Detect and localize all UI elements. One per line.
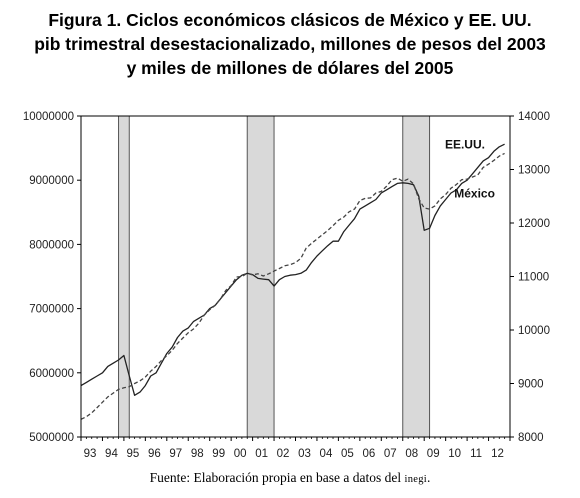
series-labels: EE.UU. México [445, 138, 495, 201]
figure-title-line-3: y miles de millones de dólares del 2005 [126, 58, 454, 78]
x-tick-label: 11 [470, 448, 482, 460]
y-right-tick-label: 11000 [518, 272, 549, 284]
y-right-tick-label: 12000 [518, 218, 550, 230]
x-tick-label: 10 [448, 448, 461, 460]
x-tick-label: 12 [491, 448, 504, 460]
figure-title-line-2: pib trimestral desestacionalizado, millo… [34, 34, 546, 54]
plot-frame [80, 115, 511, 438]
series-line-mexico [80, 143, 505, 396]
x-tick-label: 97 [169, 448, 182, 460]
x-tick-label: 03 [298, 448, 311, 460]
source-org: inegi [404, 474, 428, 485]
x-tick-label: 93 [84, 448, 97, 460]
x-tick-label: 96 [148, 448, 161, 460]
x-tick-label: 04 [320, 448, 333, 460]
x-axis-ticks: 93 94 95 96 97 98 99 00 01 02 03 04 05 06 07 08 09 10 11 12 [80, 437, 511, 460]
y-right-tick-label: 8000 [518, 432, 544, 444]
figure-source: Fuente: Elaboración propia en base a dat… [0, 470, 580, 486]
x-tick-label: 06 [362, 448, 375, 460]
y-left-tick-label: 9000000 [29, 175, 74, 187]
x-tick-label: 01 [255, 448, 268, 460]
figure-title-line-1: Figura 1. Ciclos económicos clásicos de … [48, 10, 532, 30]
x-tick-label: 99 [212, 448, 225, 460]
y-right-tick-label: 14000 [518, 111, 550, 123]
x-tick-label: 07 [384, 448, 397, 460]
y-right-tick-label: 13000 [518, 165, 550, 177]
x-tick-label: 00 [234, 448, 247, 460]
x-tick-label: 05 [341, 448, 354, 460]
y-axis-right: 8000 9000 10000 11000 12000 13000 14000 [510, 111, 550, 444]
x-tick-label: 98 [191, 448, 204, 460]
series-line-usa [80, 152, 505, 420]
x-tick-label: 08 [405, 448, 418, 460]
y-left-tick-label: 5000000 [29, 432, 74, 444]
figure-title: Figura 1. Ciclos económicos clásicos de … [0, 8, 580, 80]
y-right-tick-label: 10000 [518, 325, 550, 337]
line-chart: 93 94 95 96 97 98 99 00 01 02 03 04 05 06 07 08 09 10 11 12… [23, 111, 550, 460]
y-axis-left: 5000000 6000000 7000000 8000000 9000000 10000… [23, 111, 81, 444]
x-tick-label: 94 [105, 448, 118, 460]
y-left-tick-label: 7000000 [29, 304, 74, 316]
y-left-tick-label: 10000000 [23, 111, 74, 123]
recession-band-2 [246, 115, 275, 438]
source-prefix: Fuente: Elaboración propia en base a dat… [149, 470, 402, 485]
series-label-mexico: México [454, 186, 495, 200]
recession-bands [118, 115, 431, 438]
recession-band-1 [118, 115, 130, 438]
series-label-usa: EE.UU. [445, 138, 485, 152]
y-left-tick-label: 6000000 [29, 368, 74, 380]
series-lines [80, 143, 505, 420]
x-tick-label: 02 [277, 448, 290, 460]
source-suffix: . [427, 470, 431, 485]
x-tick-label: 95 [127, 448, 140, 460]
y-left-tick-label: 8000000 [29, 239, 74, 251]
recession-band-3 [402, 115, 431, 438]
x-tick-label: 09 [427, 448, 440, 460]
y-right-tick-label: 9000 [518, 379, 544, 391]
